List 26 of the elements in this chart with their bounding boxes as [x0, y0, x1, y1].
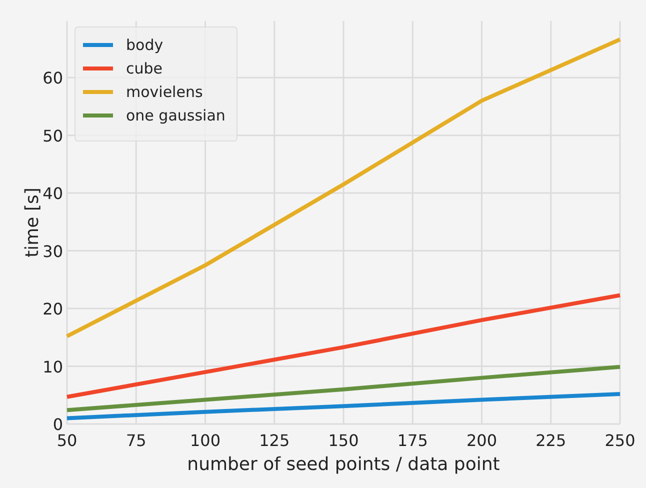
- x-tick-label: 50: [56, 431, 78, 450]
- y-axis-title: time [s]: [22, 188, 43, 258]
- x-tick-label: 125: [259, 431, 290, 450]
- y-tick-label: 0: [52, 415, 63, 434]
- line-series: [65, 37, 622, 338]
- x-axis-title: number of seed points / data point: [187, 454, 500, 475]
- legend-label: body: [126, 36, 164, 54]
- y-tick-label: 40: [42, 184, 63, 204]
- x-tick-label: 250: [604, 431, 636, 450]
- legend-label: one gaussian: [126, 106, 226, 124]
- line-series: [65, 293, 622, 399]
- x-tick-label: 225: [536, 431, 566, 450]
- line-series: [65, 364, 622, 412]
- legend-label: movielens: [126, 83, 203, 101]
- x-tick-label: 150: [328, 431, 359, 450]
- x-tick-label: 100: [190, 431, 221, 450]
- legend-label: cube: [126, 60, 163, 78]
- line-series: [65, 392, 622, 420]
- y-tick-label: 30: [42, 242, 63, 261]
- y-tick-label: 50: [42, 126, 63, 146]
- x-tick-label: 200: [466, 431, 498, 450]
- x-tick-label: 75: [126, 431, 146, 450]
- x-tick-label: 175: [397, 431, 428, 450]
- y-tick-label: 20: [42, 300, 63, 319]
- y-tick-label: 10: [42, 357, 63, 376]
- y-tick-label: 60: [42, 68, 63, 88]
